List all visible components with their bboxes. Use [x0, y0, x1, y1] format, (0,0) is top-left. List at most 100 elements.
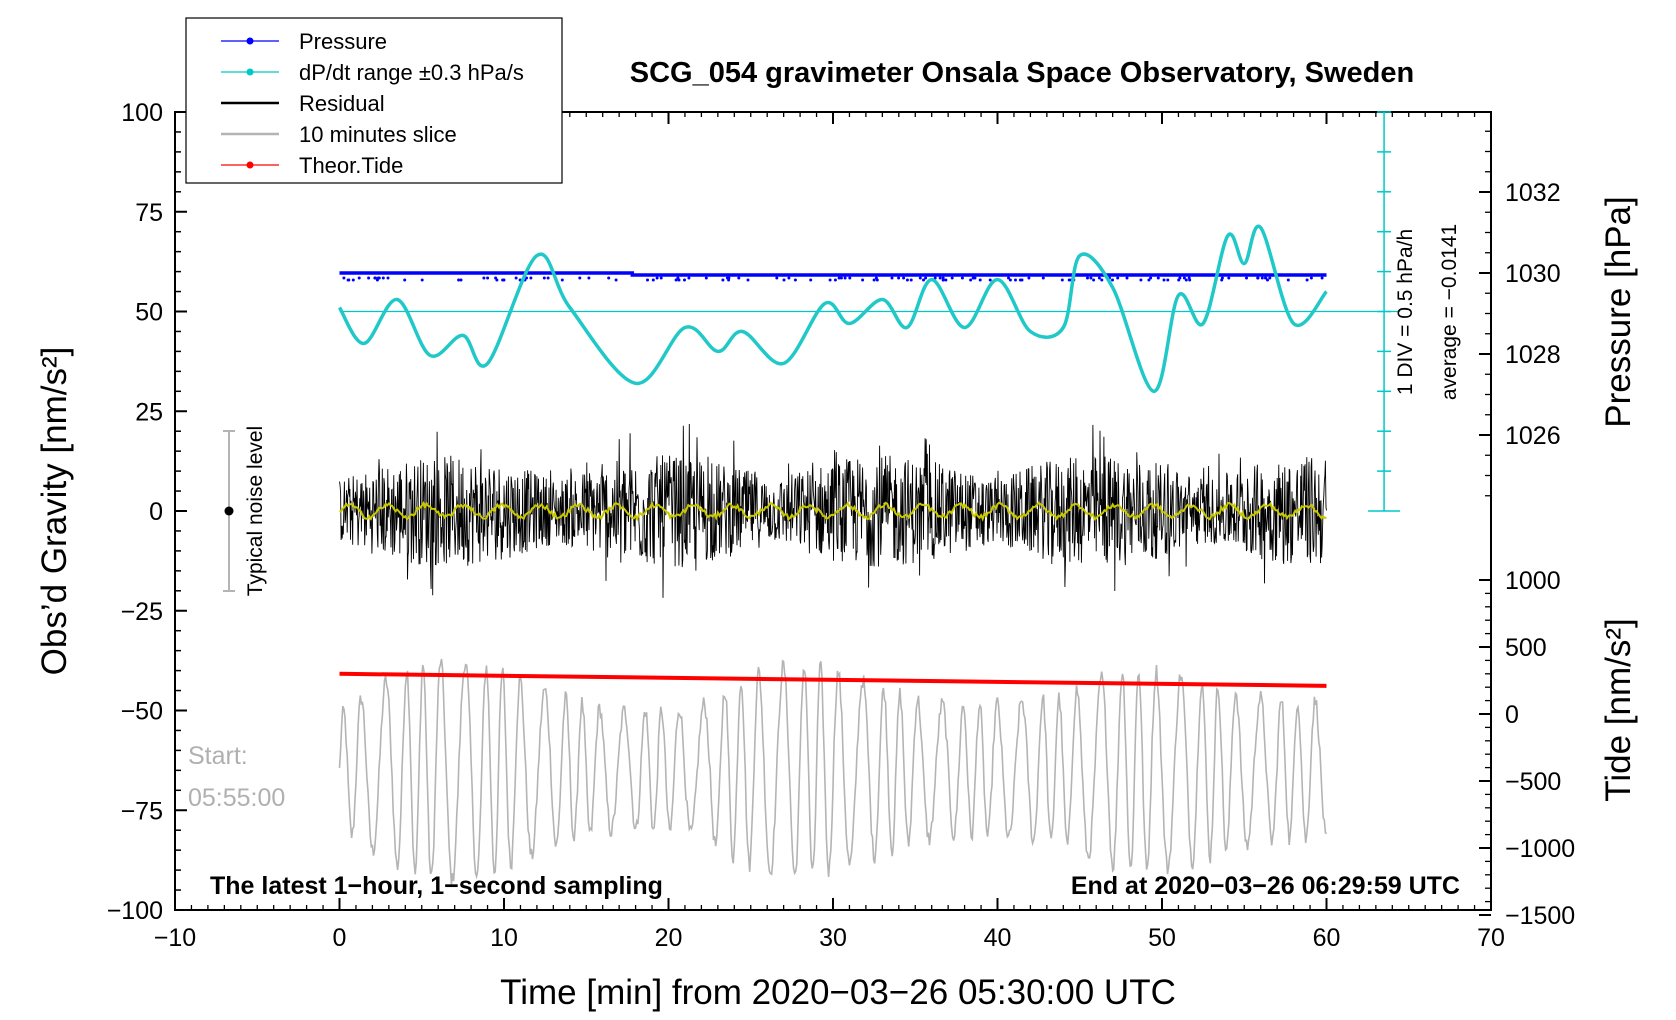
pressure-point [872, 278, 876, 282]
pressure-point [1166, 278, 1170, 282]
pressure-tick-label: 1028 [1505, 341, 1561, 369]
pressure-point [1008, 278, 1012, 282]
pressure-point [1020, 278, 1024, 282]
y-axis-ticks: 100 75 50 25 0 −25 −50 −75 −100 [107, 99, 187, 925]
x-tick-label: 70 [1477, 924, 1505, 952]
tide-axis-title: Tide [nm/s²] [1599, 618, 1638, 801]
tide-axis-ticks: 1000 500 0 −500 −1000 −1500 [1479, 567, 1575, 930]
pressure-point [1260, 276, 1264, 280]
pressure-point [1007, 276, 1010, 280]
legend-marker [246, 68, 254, 76]
noise-level-center-dot [224, 506, 234, 516]
pressure-point [837, 276, 841, 280]
tide-tick-label: −500 [1505, 768, 1561, 796]
y-tick-label: 25 [135, 398, 163, 426]
legend-label: Theor.Tide [299, 153, 403, 178]
y-tick-label: 50 [135, 299, 163, 327]
pressure-point [941, 276, 945, 280]
pressure-point [1177, 278, 1181, 282]
pressure-point [918, 276, 922, 280]
pressure-point [861, 278, 865, 282]
pressure-point [1320, 276, 1324, 280]
chart-title: SCG_054 gravimeter Onsala Space Observat… [630, 57, 1414, 89]
pressure-point [897, 276, 901, 280]
pressure-point [677, 278, 681, 282]
pressure-point [737, 276, 741, 280]
pressure-point [960, 276, 964, 280]
pressure-point [514, 276, 518, 280]
pressure-point [704, 276, 708, 280]
dpdt-line [337, 224, 1328, 394]
pressure-point [351, 278, 355, 282]
pressure-point [971, 276, 975, 280]
pressure-point [1097, 276, 1101, 280]
pressure-point [1139, 278, 1143, 282]
residual-line [339, 423, 1327, 598]
pressure-point [1268, 276, 1272, 280]
legend: Pressure dP/dt range ±0.3 hPa/s Residual 10… [185, 17, 563, 184]
x-tick-label: −10 [154, 924, 196, 952]
y-tick-label: −100 [107, 897, 163, 925]
data-series [337, 111, 1401, 885]
pressure-point [655, 276, 659, 280]
pressure-point [347, 278, 351, 282]
pressure-point [646, 278, 649, 282]
pressure-point [839, 276, 843, 280]
y-tick-label: 75 [135, 199, 163, 227]
smoothed-residual-line [339, 501, 1327, 522]
pressure-point [1256, 276, 1260, 280]
pressure-point [890, 276, 894, 280]
x-tick-label: 40 [984, 924, 1012, 952]
x-tick-label: 10 [490, 924, 518, 952]
tide-tick-label: 1000 [1505, 567, 1561, 595]
pressure-point [486, 276, 490, 280]
legend-marker [246, 37, 254, 45]
pressure-point [482, 276, 486, 280]
tide-tick-label: 0 [1505, 701, 1519, 729]
x-tick-label: 50 [1148, 924, 1176, 952]
pressure-div-label: 1 DIV = 0.5 hPa/h [1394, 229, 1417, 395]
pressure-point [1187, 276, 1191, 280]
pressure-tick-label: 1030 [1505, 260, 1561, 288]
pressure-point [607, 276, 611, 280]
pressure-point [988, 278, 992, 282]
pressure-tick-label: 1026 [1505, 422, 1561, 450]
pressure-point [367, 276, 371, 280]
pressure-point [529, 276, 533, 280]
pressure-point [1227, 276, 1231, 280]
start-time: 05:55:00 [188, 784, 285, 812]
pressure-point [828, 278, 832, 282]
tide-tick-label: 500 [1505, 634, 1547, 662]
pressure-point [924, 276, 928, 280]
pressure-axis-title: Pressure [hPa] [1599, 196, 1638, 428]
noise-level-label: Typical noise level [244, 426, 267, 596]
legend-box [185, 17, 563, 184]
pressure-point [775, 276, 779, 280]
pressure-point [1149, 276, 1153, 280]
y-axis-title: Obs’d Gravity [nm/s²] [35, 347, 74, 676]
pressure-point [721, 278, 725, 282]
x-tick-label: 0 [333, 924, 347, 952]
y-tick-label: −25 [121, 598, 163, 626]
x-axis-title: Time [min] from 2020−03−26 05:30:00 UTC [500, 973, 1176, 1012]
pressure-point [560, 278, 564, 282]
pressure-point [1100, 278, 1104, 282]
pressure-point [787, 276, 791, 280]
pressure-point [683, 278, 686, 282]
pressure-point [1086, 276, 1089, 280]
pressure-point [727, 276, 731, 280]
pressure-point [614, 278, 618, 282]
pressure-point [793, 278, 797, 282]
pressure-point [1067, 278, 1071, 282]
pressure-point [1027, 276, 1031, 280]
note-end-time: End at 2020−03−26 06:29:59 UTC [1071, 872, 1460, 900]
pressure-point [420, 278, 424, 282]
note-sampling: The latest 1−hour, 1−second sampling [210, 872, 663, 900]
pressure-point [1116, 276, 1120, 280]
y-tick-label: −75 [121, 797, 163, 825]
pressure-point [1220, 278, 1224, 282]
pressure-point [1041, 276, 1045, 280]
pressure-point [342, 276, 346, 280]
pressure-line [339, 271, 1327, 277]
pressure-point [1305, 278, 1309, 282]
